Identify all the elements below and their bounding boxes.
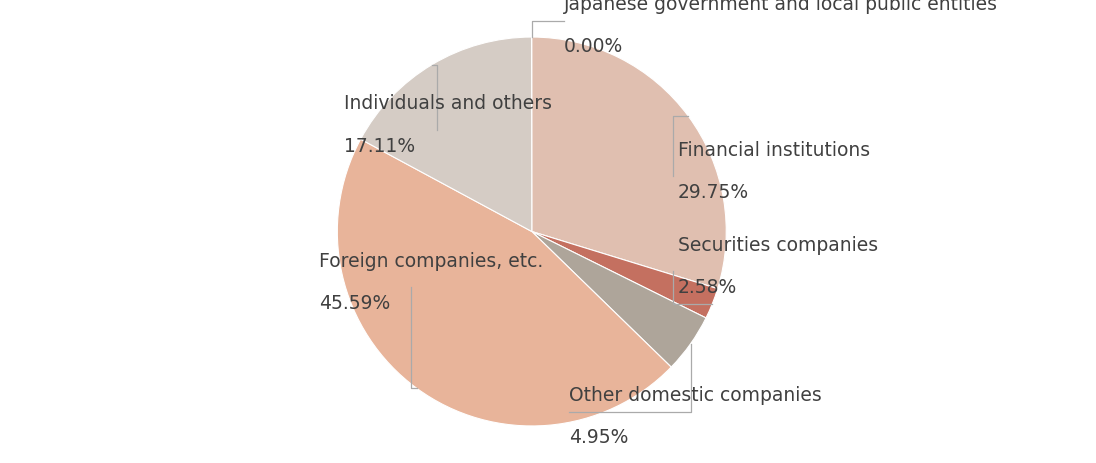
Wedge shape: [361, 37, 532, 231]
Text: 29.75%: 29.75%: [677, 183, 749, 202]
Text: 45.59%: 45.59%: [319, 294, 390, 313]
Text: 17.11%: 17.11%: [344, 137, 415, 156]
Wedge shape: [532, 232, 706, 367]
Text: Financial institutions: Financial institutions: [677, 141, 870, 160]
Text: 0.00%: 0.00%: [564, 37, 624, 56]
Text: Individuals and others: Individuals and others: [344, 94, 552, 113]
Text: 4.95%: 4.95%: [569, 428, 628, 447]
Text: Securities companies: Securities companies: [677, 236, 878, 255]
Wedge shape: [532, 232, 718, 318]
Wedge shape: [338, 139, 671, 426]
Text: Other domestic companies: Other domestic companies: [569, 386, 822, 405]
Text: Foreign companies, etc.: Foreign companies, etc.: [319, 252, 543, 271]
Text: 2.58%: 2.58%: [677, 278, 737, 297]
Wedge shape: [532, 37, 727, 288]
Text: Japanese government and local public entities: Japanese government and local public ent…: [564, 0, 998, 14]
